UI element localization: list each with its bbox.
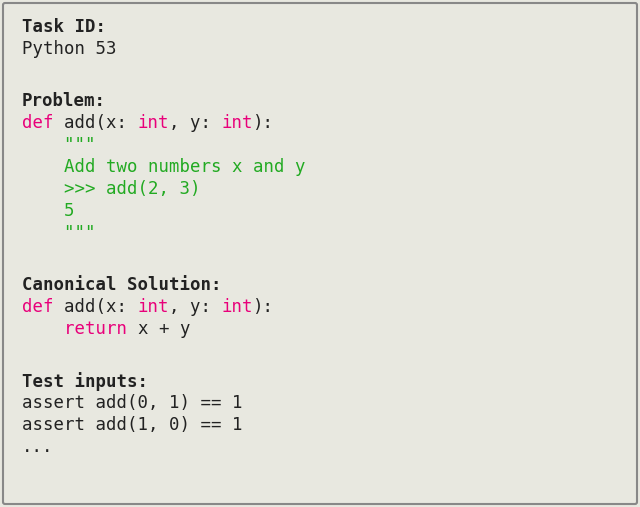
Text: Canonical Solution:: Canonical Solution: [22, 276, 221, 294]
Text: 5: 5 [22, 202, 74, 220]
Text: assert add(0, 1) == 1: assert add(0, 1) == 1 [22, 394, 243, 412]
Text: add(x:: add(x: [64, 114, 138, 132]
Text: ...: ... [22, 438, 54, 456]
FancyBboxPatch shape [3, 3, 637, 504]
Text: , y:: , y: [169, 298, 221, 316]
Text: >>> add(2, 3): >>> add(2, 3) [22, 180, 200, 198]
Text: , y:: , y: [169, 114, 221, 132]
Text: x + y: x + y [138, 320, 190, 338]
Text: assert add(1, 0) == 1: assert add(1, 0) == 1 [22, 416, 243, 434]
Text: Task ID:: Task ID: [22, 18, 106, 36]
Text: ):: ): [253, 298, 274, 316]
Text: """: """ [22, 224, 95, 242]
Text: int: int [138, 298, 169, 316]
Text: int: int [221, 298, 253, 316]
Text: Python 53: Python 53 [22, 40, 116, 58]
Text: Problem:: Problem: [22, 92, 106, 110]
Text: return: return [64, 320, 138, 338]
Text: add(x:: add(x: [64, 298, 138, 316]
Text: """: """ [22, 136, 95, 154]
Text: def: def [22, 298, 64, 316]
Text: Test inputs:: Test inputs: [22, 372, 148, 391]
Text: ):: ): [253, 114, 274, 132]
Text: int: int [221, 114, 253, 132]
Text: def: def [22, 114, 64, 132]
Text: Add two numbers x and y: Add two numbers x and y [22, 158, 305, 176]
Text: int: int [138, 114, 169, 132]
